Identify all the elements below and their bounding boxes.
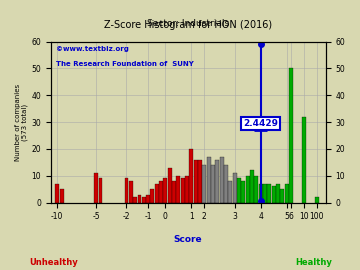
Bar [224,165,228,202]
Bar [133,197,137,202]
Bar [138,195,141,202]
Y-axis label: Number of companies
(573 total): Number of companies (573 total) [15,84,28,161]
Bar [211,165,215,202]
Bar [99,178,103,202]
Bar [150,189,154,202]
Bar [125,178,129,202]
Text: ©www.textbiz.org: ©www.textbiz.org [56,46,129,52]
Bar [241,181,245,202]
Bar [202,165,206,202]
X-axis label: Score: Score [174,235,202,244]
Bar [129,181,133,202]
Bar [189,149,193,202]
Bar [250,170,254,202]
Bar [159,181,163,202]
Bar [146,195,150,202]
Bar [246,176,249,202]
Bar [315,197,319,202]
Bar [215,160,219,202]
Bar [259,184,262,202]
Bar [285,184,288,202]
Bar [263,184,267,202]
Bar [176,176,180,202]
Bar [155,184,159,202]
Bar [228,181,232,202]
Bar [172,181,176,202]
Bar [267,184,271,202]
Bar [272,187,275,202]
Bar [276,184,280,202]
Bar [94,173,98,202]
Bar [237,178,241,202]
Text: Healthy: Healthy [295,258,332,266]
Bar [194,160,198,202]
Text: The Research Foundation of  SUNY: The Research Foundation of SUNY [56,61,194,67]
Bar [198,160,202,202]
Text: Sector: Industrials: Sector: Industrials [147,19,229,28]
Bar [185,176,189,202]
Text: Unhealthy: Unhealthy [30,258,78,266]
Text: 2.4429: 2.4429 [243,119,278,128]
Bar [302,117,306,202]
Bar [280,189,284,202]
Bar [142,197,146,202]
Bar [181,178,185,202]
Title: Z-Score Histogram for HON (2016): Z-Score Histogram for HON (2016) [104,20,272,30]
Bar [289,69,293,202]
Bar [207,157,211,202]
Bar [255,176,258,202]
Bar [220,157,224,202]
Bar [233,173,237,202]
Bar [55,184,59,202]
Bar [168,168,172,202]
Bar [163,178,167,202]
Bar [60,189,63,202]
